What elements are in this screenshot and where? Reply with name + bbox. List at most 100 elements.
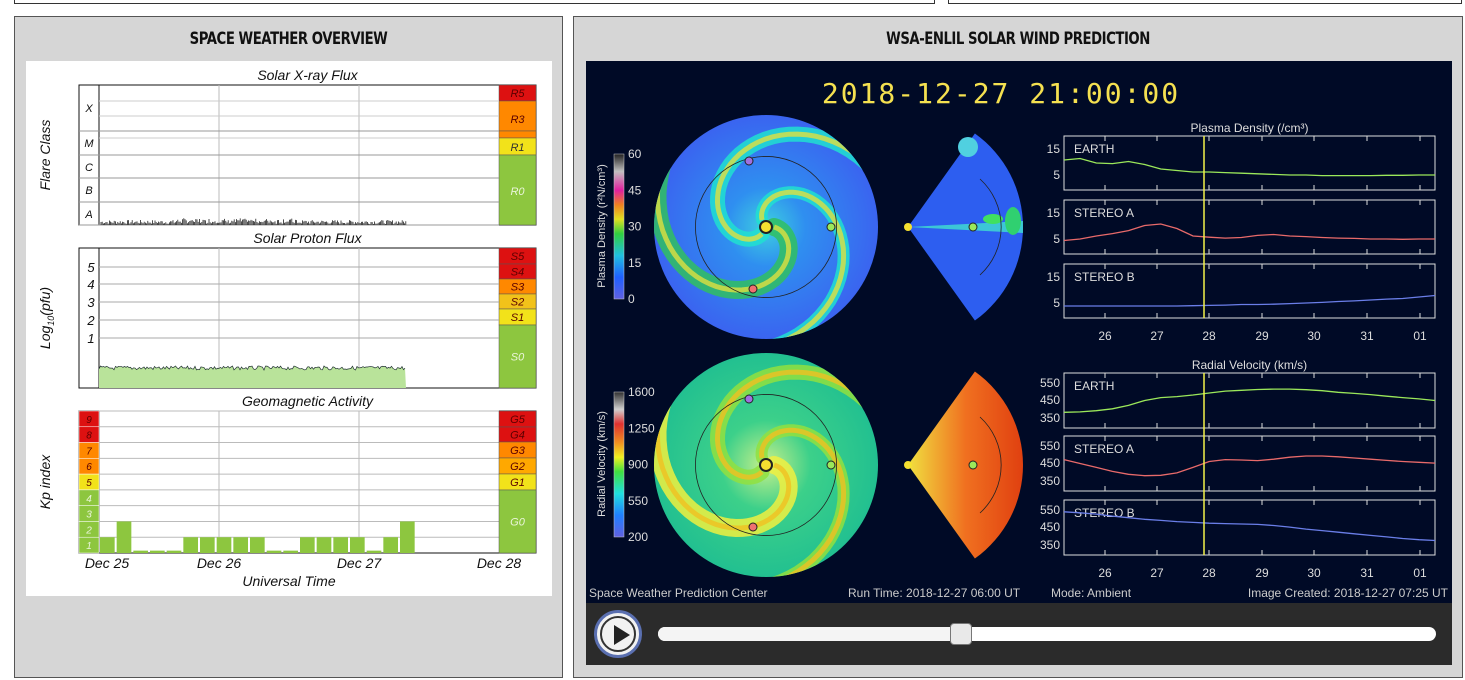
x-tick-label: 01 [1413, 329, 1427, 343]
scale-cell [498, 324, 537, 389]
kp-bar [366, 550, 382, 553]
tick-label: 5 [87, 260, 95, 275]
y-tick-label: 350 [1040, 474, 1060, 488]
sun-marker [904, 223, 912, 231]
scale-label: S3 [511, 282, 525, 294]
stereo-b-marker [744, 156, 754, 166]
velocity-colorbar [613, 391, 625, 538]
velocity-colorbar-tick: 1250 [628, 421, 655, 435]
series-line [1063, 388, 1436, 413]
chart-frame [78, 410, 537, 554]
density-colorbar-tick: 0 [628, 292, 635, 306]
kp-bar [100, 537, 115, 553]
earth-marker [968, 222, 978, 232]
top-strip [0, 0, 1465, 5]
kp-bar [166, 550, 182, 553]
slice-feature [983, 214, 1003, 224]
series-line [1063, 157, 1435, 177]
kp-level-label: 3 [86, 510, 92, 521]
y-tick-label: 15 [1047, 142, 1061, 156]
timeseries-frame [1063, 372, 1436, 429]
series-name: EARTH [1074, 142, 1114, 156]
scale-label: G2 [510, 461, 525, 473]
x-tick-label: 30 [1307, 566, 1321, 580]
x-tick-label: 31 [1360, 566, 1374, 580]
footer-center: Space Weather Prediction Center [589, 586, 768, 600]
slice-feature [1005, 207, 1021, 235]
kp-level-label: 7 [86, 446, 92, 457]
timeseries-frame [1063, 135, 1436, 191]
overview-svg: Solar X-ray Flux Flare Class R5 R3 R1 R0 X MCBA… [37, 67, 537, 589]
scale-label: G1 [510, 477, 525, 489]
series-line [1063, 511, 1436, 542]
y-tick-label: 15 [1047, 270, 1061, 284]
y-tick-label: 5 [1053, 232, 1060, 246]
velocity-colorbar-tick: 900 [628, 458, 648, 472]
velocity-colorbar-tick: 200 [628, 530, 648, 544]
chart-title: Solar X-ray Flux [257, 67, 358, 83]
slider-thumb[interactable] [950, 623, 973, 645]
panel-title: WSA-ENLIL SOLAR WIND PREDICTION [886, 29, 1150, 49]
play-icon [614, 625, 630, 645]
slice-feature [908, 221, 1023, 233]
timeline-slider[interactable] [658, 623, 1436, 645]
play-button[interactable] [594, 610, 642, 658]
enlil-prediction-panel: WSA-ENLIL SOLAR WIND PREDICTION 2018-12-… [573, 16, 1463, 678]
meridional-slice [908, 371, 1023, 559]
enlil-animation-frame[interactable]: 2018-12-27 21:00:00 60 45 30 15 0 Plasma Densi… [586, 61, 1452, 603]
earth-orbit [695, 156, 837, 298]
stereo-a-marker [748, 522, 758, 532]
y-axis-label: Log10(pfu) [37, 287, 56, 349]
kp-level-label: 8 [86, 431, 92, 442]
kp-bar [216, 537, 232, 553]
scale-label: R3 [510, 114, 525, 126]
kp-bar [300, 537, 315, 553]
kp-level-label: 1 [86, 541, 92, 552]
y-label-sub: 10 [46, 316, 56, 326]
kp-bar [266, 550, 282, 553]
scale-label: R5 [510, 88, 525, 100]
y-tick-label: 450 [1040, 520, 1060, 534]
scale-label: S1 [511, 312, 524, 324]
proton-flux-trace [98, 365, 406, 371]
kp-bar [350, 537, 365, 553]
y-tick-label: 450 [1040, 393, 1060, 407]
kp-level-label: 6 [86, 462, 92, 473]
kp-bar [183, 537, 198, 553]
scale-cell [498, 489, 537, 554]
y-label-tail: (pfu) [37, 287, 53, 316]
scale-label: S2 [511, 297, 524, 309]
x-tick-label: Dec 26 [197, 555, 242, 571]
scale-label: G0 [510, 517, 526, 529]
scale-cell [498, 130, 537, 139]
density-colorbar-label: Plasma Density (r²N/cm³) [596, 164, 608, 287]
velocity-colorbar-tick: 1600 [628, 385, 655, 399]
velocity-colorbar-label: Radial Velocity (km/s) [596, 411, 608, 517]
tick-label: 3 [87, 295, 95, 310]
scale-cell [498, 154, 537, 226]
tick-label: 4 [87, 277, 94, 292]
plot-group-title: Plasma Density (/cm³) [1190, 121, 1308, 135]
series-line [1063, 223, 1435, 242]
velocity-colorbar-tick: 550 [628, 494, 648, 508]
x-tick-label: 28 [1202, 329, 1216, 343]
overview-chart[interactable]: Solar X-ray Flux Flare Class R5 R3 R1 R0 X M C B A… [26, 61, 552, 596]
series-name: STEREO B [1074, 270, 1135, 284]
series-line [1063, 455, 1436, 477]
series-name: STEREO A [1074, 206, 1134, 220]
scale-label: S0 [511, 352, 525, 364]
timeseries-frame [1063, 199, 1436, 255]
y-label-main: Log [37, 326, 53, 350]
x-tick-label: 30 [1307, 329, 1321, 343]
xray-flux-trace [100, 218, 407, 225]
y-tick-label: 550 [1040, 439, 1060, 453]
density-colorbar-tick: 30 [628, 220, 642, 234]
footer-created: Image Created: 2018-12-27 07:25 UT [1248, 586, 1449, 600]
x-tick-label: Dec 27 [337, 555, 383, 571]
plot-group-title: Radial Velocity (km/s) [1192, 358, 1307, 372]
scale-label: S4 [511, 267, 524, 279]
x-tick-label: 01 [1413, 566, 1427, 580]
class-label: B [85, 185, 92, 197]
sun-marker [759, 220, 773, 234]
x-tick-label: Dec 25 [85, 555, 130, 571]
